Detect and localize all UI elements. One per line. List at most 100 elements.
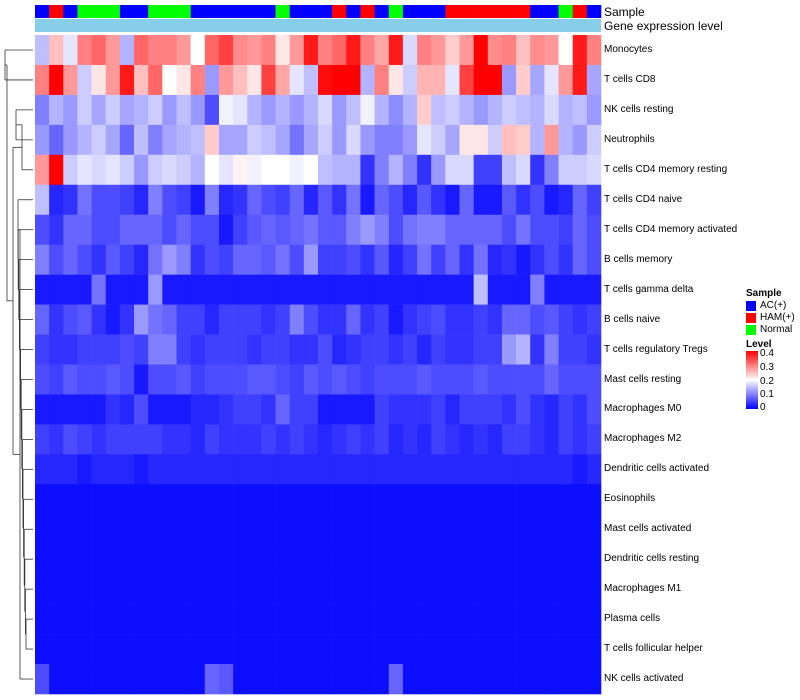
heatmap-cell	[233, 544, 248, 575]
heatmap-cell	[162, 154, 177, 186]
heatmap-cell	[572, 634, 588, 665]
heatmap-cell	[445, 304, 460, 335]
heatmap-cell	[233, 394, 248, 425]
heatmap-cell	[586, 64, 602, 96]
sample-annotation-cell	[63, 5, 78, 18]
heatmap-cell	[204, 604, 220, 635]
heatmap-cell	[318, 184, 333, 216]
heatmap-cell	[572, 94, 588, 126]
heatmap-cell	[275, 214, 290, 245]
heatmap-cell	[374, 634, 390, 665]
heatmap-cell	[558, 634, 573, 665]
sample-annotation-cell	[487, 5, 503, 18]
heatmap-cell	[346, 244, 361, 275]
heatmap-cell	[190, 214, 206, 245]
heatmap-cell	[105, 124, 121, 156]
heatmap-cell	[289, 274, 305, 305]
level-tick-0-4: 0.4	[760, 348, 774, 359]
heatmap-cell	[544, 64, 559, 96]
heatmap-cell	[516, 304, 531, 335]
heatmap-cell	[204, 514, 220, 545]
heatmap-cell	[487, 154, 503, 186]
heatmap-cell	[275, 664, 290, 695]
heatmap-cell	[516, 244, 531, 275]
heatmap-cell	[318, 94, 333, 126]
heatmap-cell	[572, 35, 588, 66]
heatmap-cell	[148, 424, 163, 455]
heatmap-cell	[318, 124, 333, 156]
heatmap-cell	[586, 364, 602, 395]
heatmap-cell	[218, 394, 234, 425]
heatmap-cell	[318, 514, 333, 545]
heatmap-cell	[473, 574, 489, 605]
heatmap-cell	[501, 394, 517, 425]
heatmap-cell	[346, 154, 361, 186]
heatmap-cell	[402, 184, 418, 216]
sample-annotation-cell	[544, 5, 559, 18]
heatmap-cell	[134, 64, 149, 96]
heatmap-cells	[35, 35, 602, 695]
heatmap-cell	[275, 304, 290, 335]
heatmap-cell	[558, 214, 573, 245]
heatmap-cell	[261, 184, 276, 216]
heatmap-cell	[275, 454, 290, 485]
heatmap-cell	[318, 35, 333, 66]
heatmap-cell	[275, 94, 290, 126]
heatmap-cell	[233, 484, 248, 515]
heatmap-cell	[487, 334, 503, 365]
heatmap-cell	[35, 274, 50, 305]
heatmap-cell	[91, 274, 107, 305]
heatmap-cell	[35, 64, 50, 96]
heatmap-cell	[49, 304, 64, 335]
heatmap-cell	[105, 214, 121, 245]
heatmap-cell	[119, 364, 135, 395]
heatmap-cell	[49, 664, 64, 695]
heatmap-cell	[49, 604, 64, 635]
heatmap-cell	[35, 334, 50, 365]
heatmap-cell	[431, 604, 446, 635]
heatmap-cell	[346, 274, 361, 305]
legend-swatch-normal	[746, 325, 756, 335]
heatmap-cell	[91, 35, 107, 66]
heatmap-cell	[289, 154, 305, 186]
heatmap-cell	[105, 35, 121, 66]
heatmap-cell	[530, 274, 545, 305]
heatmap-cell	[289, 544, 305, 575]
heatmap-cell	[35, 574, 50, 605]
heatmap-cell	[190, 154, 206, 186]
heatmap-cell	[544, 424, 559, 455]
heatmap-cell	[91, 364, 107, 395]
heatmap-cell	[402, 64, 418, 96]
heatmap-cell	[35, 364, 50, 395]
heatmap-cell	[530, 484, 545, 515]
heatmap-cell	[332, 35, 347, 66]
heatmap-cell	[218, 574, 234, 605]
heatmap-cell	[572, 64, 588, 96]
heatmap-cell	[275, 244, 290, 275]
heatmap-cell	[417, 124, 432, 156]
heatmap-cell	[176, 364, 191, 395]
heatmap-cell	[204, 334, 220, 365]
heatmap-cell	[303, 574, 319, 605]
heatmap-cell	[77, 484, 92, 515]
heatmap-cell	[247, 574, 262, 605]
heatmap-cell	[346, 334, 361, 365]
sample-annotation-cell	[204, 5, 220, 18]
heatmap-cell	[261, 364, 276, 395]
heatmap-cell	[516, 454, 531, 485]
heatmap-cell	[473, 424, 489, 455]
heatmap-cell	[91, 214, 107, 245]
heatmap-cell	[63, 394, 78, 425]
row-label: Eosinophils	[604, 493, 656, 505]
sample-annotation-cell	[473, 5, 489, 18]
heatmap-cell	[275, 544, 290, 575]
heatmap-cell	[473, 514, 489, 545]
sample-annotation-cell	[275, 5, 290, 18]
heatmap-cell	[431, 394, 446, 425]
heatmap-cell	[49, 274, 64, 305]
heatmap-cell	[247, 664, 262, 695]
heatmap-cell	[204, 184, 220, 216]
heatmap-cell	[35, 124, 50, 156]
heatmap-cell	[388, 154, 404, 186]
heatmap-cell	[332, 634, 347, 665]
